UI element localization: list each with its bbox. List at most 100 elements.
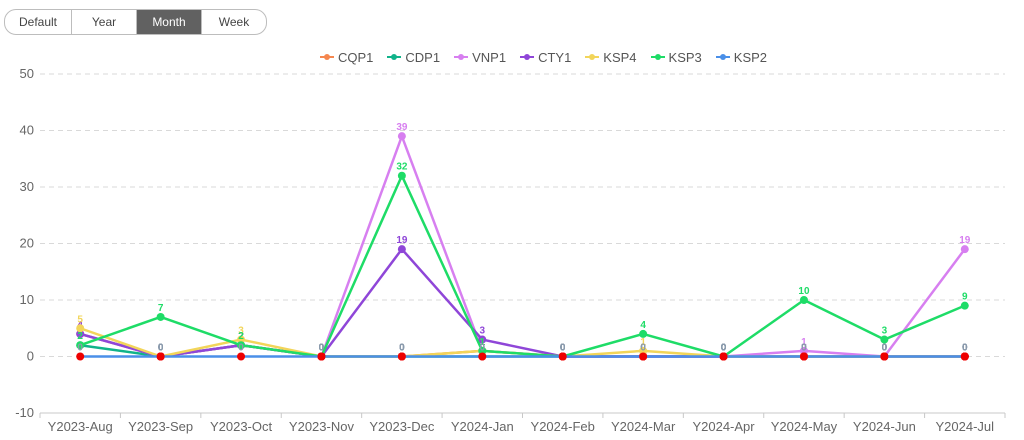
legend-swatch (320, 52, 334, 62)
data-label-ksp3: 2 (77, 331, 83, 342)
month-button[interactable]: Month (137, 10, 202, 34)
data-label-ksp4: 1 (640, 337, 646, 348)
data-point-ksp3 (237, 341, 246, 350)
week-button[interactable]: Week (218, 15, 250, 29)
data-label-cty1: 19 (396, 235, 408, 246)
data-label-ksp3: 10 (798, 286, 810, 297)
data-label-ksp3: 3 (882, 326, 888, 337)
data-point-ksp3 (880, 335, 889, 344)
data-label-ksp2: 0 (480, 343, 486, 354)
data-point-ksp2 (880, 352, 889, 361)
x-tick-label: Y2024-Apr (692, 419, 755, 434)
data-point-cty1 (76, 329, 85, 338)
data-label-cty1: 0 (721, 343, 727, 354)
data-label-ksp4: 0 (560, 343, 566, 354)
x-tick-label: Y2024-Jun (853, 419, 916, 434)
legend-label: CTY1 (538, 49, 572, 65)
data-label-ksp2: 0 (158, 343, 164, 354)
data-point-ksp3 (960, 301, 969, 310)
legend-item-cdp1[interactable]: CDP1 (387, 50, 440, 65)
data-point-ksp2 (478, 352, 487, 361)
data-point-ksp3 (799, 296, 808, 304)
data-point-ksp4 (237, 335, 246, 344)
y-tick-label: 30 (20, 179, 34, 194)
data-label-ksp3: 4 (640, 320, 646, 331)
legend-swatch (520, 52, 535, 62)
x-tick-label: Y2024-Feb (531, 419, 595, 434)
data-label-cty1: 0 (882, 343, 888, 354)
legend-label: VNP1 (472, 49, 507, 65)
data-point-vnp1 (397, 132, 406, 141)
data-label-ksp2: 0 (882, 343, 888, 354)
data-label-ksp3: 0 (721, 343, 727, 354)
legend-item-ksp2[interactable]: KSP2 (715, 50, 767, 65)
legend-item-cty1[interactable]: CTY1 (520, 50, 571, 65)
data-label-cdp1: 0 (560, 343, 566, 354)
data-label-vnp1: 1 (801, 337, 807, 348)
x-tick-label: Y2024-May (771, 419, 838, 434)
legend-item-ksp4[interactable]: KSP4 (585, 50, 637, 65)
data-label-ksp2: 0 (801, 343, 807, 354)
data-point-ksp3 (478, 346, 487, 355)
data-label-ksp2: 0 (319, 343, 325, 354)
data-label-cdp1: 0 (882, 343, 888, 354)
data-label-ksp3: 9 (962, 292, 968, 303)
data-label-ksp4: 0 (882, 343, 888, 354)
series-line-vnp1 (79, 134, 966, 358)
data-label-cqp1: 0 (319, 343, 325, 354)
data-label-ksp4: 0 (962, 343, 968, 354)
data-label-cqp1: 0 (882, 343, 888, 354)
x-tick-label: Y2023-Oct (210, 419, 273, 434)
data-label-cdp1: 0 (319, 343, 325, 354)
data-label-vnp1: 0 (560, 343, 566, 354)
legend-label: CQP1 (338, 49, 374, 65)
default-button[interactable]: Default (5, 10, 72, 34)
data-point-ksp2 (156, 352, 165, 361)
data-label-cqp1: 0 (721, 343, 727, 354)
y-tick-label: 10 (20, 292, 34, 307)
data-point-ksp3 (397, 171, 406, 180)
data-label-cqp1: 0 (399, 343, 405, 354)
y-tick-label: 20 (20, 236, 34, 251)
data-label-ksp4: 0 (721, 343, 727, 354)
legend-item-ksp3[interactable]: KSP3 (650, 49, 702, 65)
data-point-cty1 (397, 245, 406, 254)
data-point-vnp1 (960, 245, 969, 254)
data-label-cty1: 3 (480, 326, 486, 337)
legend-swatch (715, 52, 730, 62)
x-tick-label: Y2023-Sep (128, 419, 193, 434)
data-label-ksp4: 0 (319, 343, 325, 354)
data-label-ksp3: 1 (480, 337, 486, 348)
legend-item-cqp1[interactable]: CQP1 (320, 50, 373, 65)
data-label-ksp3: 0 (319, 343, 325, 354)
data-label-cty1: 0 (158, 343, 164, 354)
data-label-vnp1: 0 (319, 343, 325, 354)
y-tick-label: -10 (15, 405, 34, 420)
data-point-ksp2 (237, 352, 246, 361)
legend-item-vnp1[interactable]: VNP1 (454, 50, 506, 65)
data-label-cdp1: 0 (158, 343, 164, 354)
x-tick-label: Y2023-Aug (48, 419, 113, 434)
data-label-cqp1: 0 (158, 343, 164, 354)
data-point-ksp2 (799, 352, 808, 361)
series-line-cty1 (79, 247, 965, 358)
data-point-cty1 (478, 335, 487, 344)
legend-swatch (585, 52, 600, 62)
x-tick-label: Y2023-Nov (289, 419, 355, 434)
data-point-ksp2 (719, 352, 728, 361)
legend-label: KSP3 (668, 49, 702, 65)
legend-swatch (454, 52, 469, 62)
data-label-ksp4: 5 (77, 314, 83, 325)
data-point-ksp2 (960, 352, 969, 361)
data-label-cty1: 0 (962, 343, 968, 354)
data-point-ksp4 (639, 346, 648, 355)
data-label-cdp1: 0 (721, 343, 727, 354)
data-point-ksp4 (76, 324, 85, 333)
data-label-ksp2: 0 (77, 343, 83, 354)
y-tick-label: 40 (20, 123, 34, 138)
year-button[interactable]: Year (72, 10, 137, 34)
data-label-cdp1: 0 (399, 343, 405, 354)
data-label-cty1: 0 (560, 343, 566, 354)
x-tick-label: Y2024-Jul (936, 419, 995, 434)
period-toggle: Default Year Month Week (4, 9, 267, 35)
